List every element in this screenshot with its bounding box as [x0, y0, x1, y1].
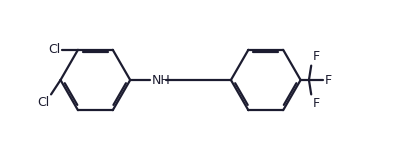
Text: F: F: [312, 50, 320, 63]
Text: NH: NH: [151, 73, 170, 87]
Text: Cl: Cl: [37, 96, 49, 109]
Text: Cl: Cl: [48, 43, 60, 56]
Text: F: F: [325, 73, 332, 87]
Text: F: F: [312, 97, 320, 110]
